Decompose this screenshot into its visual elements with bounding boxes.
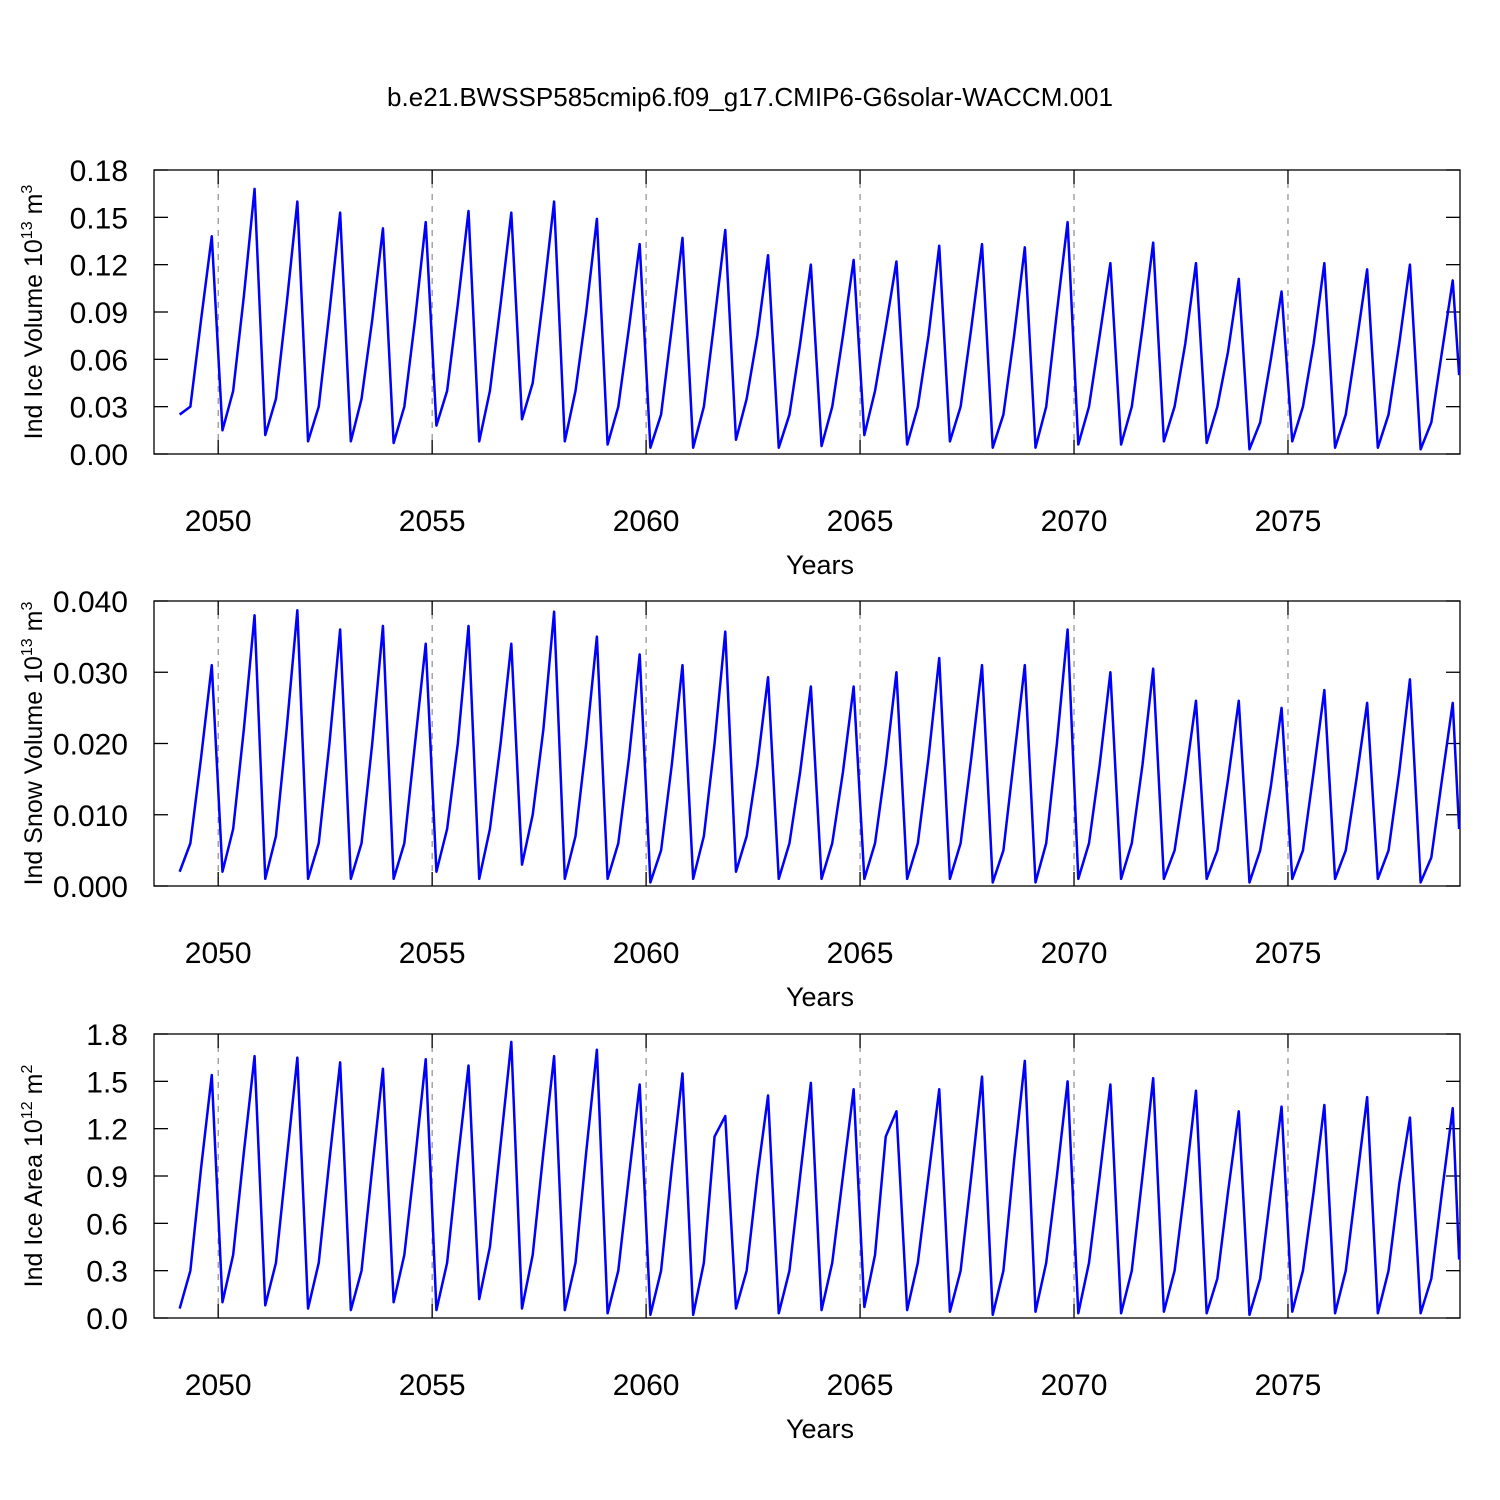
y-tick-label: 0.9 [86,1161,128,1194]
data-line [178,1040,1461,1317]
y-axis-label-unit: m [20,610,48,631]
y-axis-label-text: Ind Snow Volume 10 [20,656,48,885]
y-axis-label-unit-exponent: 2 [19,1065,36,1074]
x-tick-label: 2070 [1041,505,1108,538]
x-tick-label: 2050 [185,505,252,538]
panel: 2050 2055 2060 2065 2070 2075 0.0 0.3 0.6 0.9 1.2 1… [19,1019,1461,1444]
x-tick-label: 2070 [1041,937,1108,970]
y-tick-label: 0.3 [86,1256,128,1289]
x-tick-label: 2055 [399,937,466,970]
y-axis-label: Ind Ice Volume 1013 m3 [19,185,48,440]
y-tick-label: 0.010 [53,800,128,833]
y-axis-label-unit: m [20,194,48,215]
x-axis-label: Years [786,1414,854,1444]
x-tick-label: 2065 [827,937,894,970]
x-tick-label: 2050 [185,1369,252,1402]
y-tick-label: 0.12 [70,250,128,283]
y-tick-label: 0.030 [53,657,128,690]
y-tick-label: 0.6 [86,1208,128,1241]
x-tick-label: 2055 [399,1369,466,1402]
data-line [178,609,1461,884]
x-axis-label: Years [786,982,854,1012]
x-tick-label: 2075 [1255,1369,1322,1402]
y-tick-label: 0.00 [70,439,128,472]
y-tick-label: 1.5 [86,1066,128,1099]
y-axis-label-exponent: 13 [19,221,36,239]
y-tick-label: 1.8 [86,1019,128,1052]
y-tick-label: 1.2 [86,1114,128,1147]
y-tick-label: 0.09 [70,297,128,330]
x-tick-label: 2075 [1255,937,1322,970]
x-tick-label: 2060 [613,937,680,970]
data-line [178,187,1461,451]
y-axis-label-unit-exponent: 3 [19,185,36,194]
figure-title: b.e21.BWSSP585cmip6.f09_g17.CMIP6-G6sola… [387,82,1113,112]
x-axis-label: Years [786,550,854,580]
x-tick-label: 2055 [399,505,466,538]
x-tick-label: 2065 [827,1369,894,1402]
y-axis-label-unit-exponent: 3 [19,601,36,610]
y-tick-label: 0.000 [53,871,128,904]
panel: 2050 2055 2060 2065 2070 2075 0.000 0.010 0.020 0… [19,586,1461,1012]
y-axis-label-exponent: 13 [19,638,36,656]
x-tick-label: 2060 [613,505,680,538]
y-tick-label: 0.03 [70,392,128,425]
x-tick-label: 2065 [827,505,894,538]
y-axis-label-text: Ind Ice Volume 10 [20,239,48,439]
panel: 2050 2055 2060 2065 2070 2075 0.00 0.03 0.06 0.09… [19,155,1461,580]
y-tick-label: 0.15 [70,202,128,235]
y-axis-label: Ind Snow Volume 1013 m3 [19,601,48,885]
x-tick-label: 2050 [185,937,252,970]
x-tick-label: 2075 [1255,505,1322,538]
y-axis-label-text: Ind Ice Area 10 [20,1119,48,1287]
y-axis-label-exponent: 12 [19,1101,36,1119]
x-tick-label: 2070 [1041,1369,1108,1402]
y-axis-label: Ind Ice Area 1012 m2 [19,1065,48,1288]
x-tick-label: 2060 [613,1369,680,1402]
y-tick-label: 0.020 [53,729,128,762]
y-axis-label-unit: m [20,1074,48,1095]
y-tick-label: 0.0 [86,1303,128,1336]
y-tick-label: 0.18 [70,155,128,188]
y-tick-label: 0.06 [70,344,128,377]
y-tick-label: 0.040 [53,586,128,619]
